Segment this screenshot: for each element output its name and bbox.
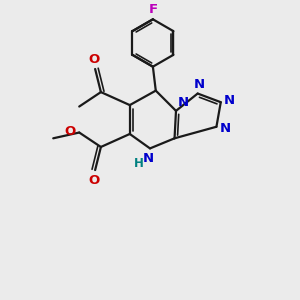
Text: F: F (148, 2, 158, 16)
Text: O: O (88, 173, 99, 187)
Text: H: H (134, 157, 144, 169)
Text: N: N (177, 96, 189, 109)
Text: N: N (220, 122, 231, 135)
Text: O: O (64, 124, 76, 138)
Text: N: N (143, 152, 154, 165)
Text: N: N (194, 78, 205, 91)
Text: O: O (88, 53, 99, 66)
Text: N: N (224, 94, 236, 107)
